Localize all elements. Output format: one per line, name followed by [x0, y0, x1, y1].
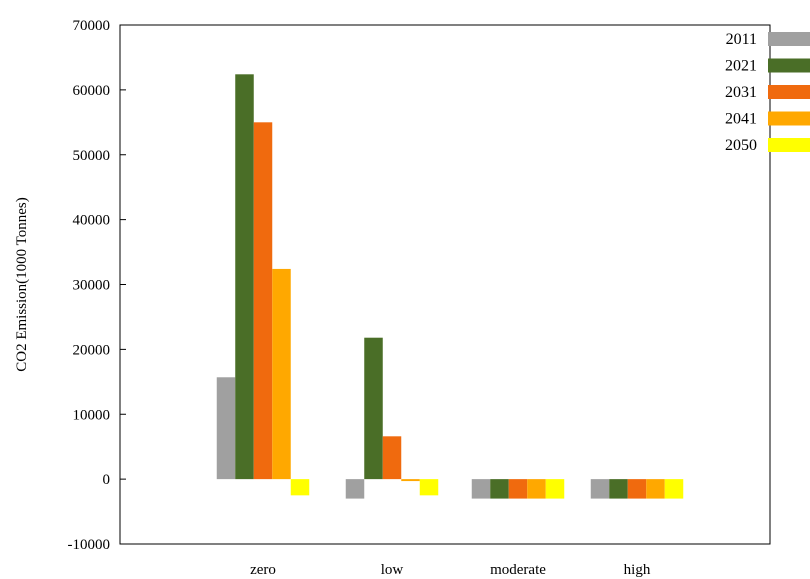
bar-low-2031 — [382, 436, 402, 480]
legend-label: 2021 — [725, 58, 757, 75]
x-axis-category-labels: zero low moderate high — [250, 562, 651, 578]
bar-moderate-2011 — [471, 479, 491, 499]
bar-low-2011 — [345, 479, 365, 499]
legend-swatch — [768, 138, 810, 152]
legend-label: 2041 — [725, 111, 757, 128]
bar-zero-2041 — [272, 268, 291, 480]
y-axis-title: CO2 Emission(1000 Tonnes) — [14, 197, 30, 372]
legend-swatch — [768, 111, 810, 126]
bar-moderate-2041 — [527, 479, 546, 499]
legend-label: 2031 — [725, 84, 757, 101]
y-axis-ticks: -10000 0 10000 20000 30000 40000 50000 60000 700… — [68, 18, 126, 553]
x-category-label: zero — [250, 562, 276, 578]
bar-moderate-2021 — [490, 479, 509, 499]
bar-low-2041 — [401, 479, 420, 482]
y-tick-label: 10000 — [73, 407, 111, 423]
y-tick-label: 60000 — [73, 83, 111, 99]
bar-high-2041 — [646, 479, 665, 499]
y-tick-label: 20000 — [73, 342, 111, 358]
bar-low-2021 — [364, 337, 383, 480]
legend: 2011 2021 2031 2041 2050 — [725, 31, 810, 154]
x-category-label: high — [624, 562, 651, 578]
legend-swatch — [768, 58, 810, 73]
x-category-label: moderate — [490, 562, 546, 578]
bar-high-2031 — [627, 479, 647, 499]
legend-label: 2011 — [726, 31, 757, 48]
bar-low-2050 — [419, 479, 439, 496]
y-tick-label: 30000 — [73, 278, 111, 294]
bar-zero-2050 — [290, 479, 310, 496]
bar-high-2021 — [609, 479, 628, 499]
bar-high-2011 — [590, 479, 610, 499]
bar-moderate-2050 — [545, 479, 565, 499]
x-category-label: low — [381, 562, 404, 578]
legend-swatch — [768, 85, 810, 99]
y-tick-label: 70000 — [73, 18, 111, 34]
bar-high-2050 — [664, 479, 684, 499]
legend-label: 2050 — [725, 137, 757, 154]
bar-zero-2031 — [253, 122, 273, 480]
bars-group — [216, 74, 684, 499]
bar-zero-2011 — [216, 377, 236, 480]
y-tick-label: -10000 — [68, 537, 111, 553]
legend-swatch — [768, 32, 810, 46]
y-tick-label: 50000 — [73, 148, 111, 164]
bar-zero-2021 — [235, 74, 254, 480]
y-tick-label: 0 — [103, 472, 111, 488]
y-tick-label: 40000 — [73, 213, 111, 229]
bar-moderate-2031 — [508, 479, 528, 499]
